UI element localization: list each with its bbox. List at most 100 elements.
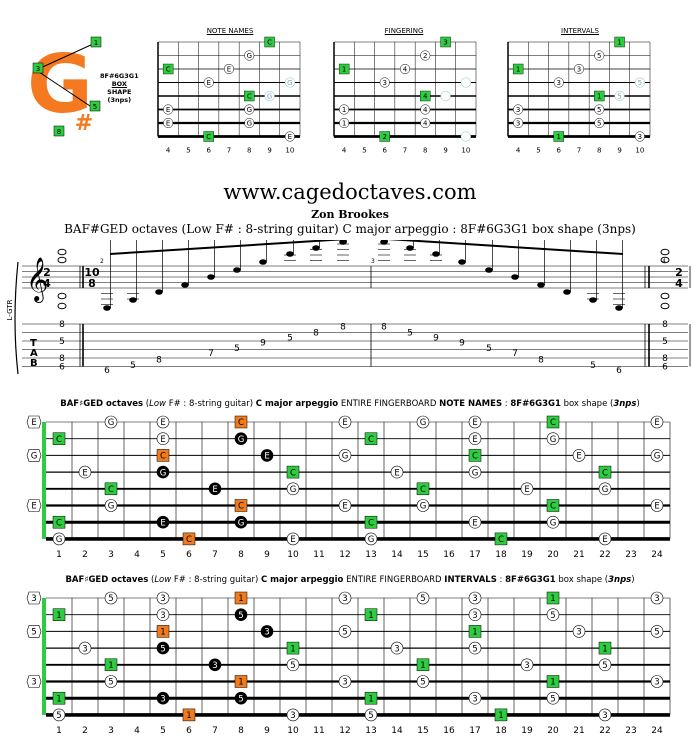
fret-marker-square (286, 641, 300, 655)
run-note (458, 259, 466, 265)
fret-marker-label: E (472, 435, 477, 445)
fret-marker-label: 5 (368, 711, 373, 721)
chord-end-note (660, 256, 670, 264)
tab-number: 5 (287, 334, 293, 344)
mini-root (338, 63, 350, 75)
fret-number: 21 (573, 726, 584, 736)
tab-clef-letter: B (30, 358, 38, 369)
fret-marker-label: 5 (550, 611, 555, 621)
time-sig-start-bottom: 4 (43, 277, 51, 290)
fret-marker-label: 1 (602, 644, 607, 654)
nut (42, 598, 46, 715)
fretboard-intervals: 1 2 3 4 5 6 7 8 9 10 11 12 13 14 15 16 17 18 19 20 21 22 23 243… (26, 591, 671, 736)
mini-diagram-intervals: 4 5 6 7 8 9 10 1 5 1 3 3 5 1 5 3 5 3 5 1 3 (507, 36, 651, 155)
fret-marker-open (572, 449, 586, 462)
fret-marker-label: C (602, 468, 608, 478)
mini-faded (440, 90, 451, 102)
fret-marker-open (468, 415, 482, 429)
fret-marker-open (78, 641, 92, 655)
fret-number: 11 (313, 726, 324, 736)
staff-label: L-GTR (6, 299, 14, 320)
fret-number: 6 (186, 550, 192, 560)
fret-marker-open (650, 415, 664, 429)
mini-fret-number: 5 (186, 147, 190, 155)
fret-number: 13 (365, 726, 376, 736)
mini-label: E (166, 120, 170, 128)
mini-root (614, 36, 625, 48)
mini-label: 1 (342, 66, 346, 74)
tab-number: 8 (313, 329, 319, 339)
fret-marker-black (156, 515, 170, 529)
fret-number: 9 (264, 550, 270, 560)
run-note (589, 297, 597, 303)
mini-root (553, 131, 564, 142)
fret-marker-label: 5 (108, 594, 113, 604)
mini-label: 3 (382, 79, 386, 87)
fret-marker-open (286, 532, 300, 546)
open-string-marker (26, 591, 42, 605)
fret-marker-open (598, 658, 612, 672)
fret-marker-open (156, 608, 170, 622)
logo-third-marker (32, 62, 44, 74)
fret-marker-open (416, 499, 430, 512)
svg-text:3: 3 (36, 65, 40, 73)
author: Zon Brookes (311, 208, 389, 221)
tab-number: 8 (59, 354, 65, 364)
fret-marker-label: C (186, 535, 192, 545)
fret-marker-open (104, 415, 118, 429)
fret-marker-label: G (654, 452, 661, 462)
mini-note (553, 77, 564, 88)
fret-marker-label: G (108, 502, 115, 512)
run-note (380, 240, 388, 245)
fret-marker-label: 1 (550, 594, 555, 604)
tab-number: 9 (459, 339, 465, 349)
fret-marker-label: 5 (238, 611, 243, 621)
fret-marker-label: 1 (550, 678, 555, 688)
fret-marker-label: E (602, 535, 607, 545)
mini-fret-number: 4 (342, 147, 347, 155)
fret-marker-square (364, 608, 378, 621)
fret-marker-black (260, 449, 274, 462)
fret-marker-label: 3 (472, 611, 477, 621)
fret-marker-black (208, 482, 222, 496)
fret-marker-label: 3 (290, 711, 295, 721)
logo-letter: G (27, 38, 93, 131)
time-sig-start-top: 2 (43, 266, 51, 279)
mini-label: 3 (443, 39, 447, 47)
fret-marker-label: C (550, 418, 556, 428)
fret-marker-open (338, 449, 352, 462)
fret-marker-open (468, 641, 482, 655)
fret-marker-open (546, 691, 560, 705)
mini-fret-number: 9 (267, 147, 271, 155)
site-url[interactable]: www.cagedoctaves.com (223, 180, 477, 204)
mini-label: 1 (597, 93, 601, 101)
mini-faded (460, 131, 471, 142)
mini-root (203, 131, 214, 142)
mini-label: 4 (423, 93, 428, 101)
fret-marker-open (468, 432, 482, 446)
fret-marker-label: 1 (472, 628, 477, 638)
mini-note (244, 50, 255, 61)
fret-marker-label: 5 (342, 628, 347, 638)
tab-number: 8 (662, 320, 668, 330)
time-sig-end-bottom: 4 (675, 277, 683, 290)
fret-marker-open (546, 515, 560, 529)
mini-label: G (287, 79, 292, 87)
fret-marker-label: G (160, 468, 167, 478)
fret-marker-label: C (108, 485, 114, 495)
fretboard-intervals-title: BAF♯GED octaves (Low F# : 8-string guita… (65, 575, 635, 585)
tab-number: 8 (340, 323, 346, 333)
fret-marker-label: E (654, 418, 659, 428)
fret-marker-square (468, 625, 482, 638)
fret-marker-open (338, 675, 352, 688)
fret-marker-open (572, 625, 586, 638)
fret-marker-open (546, 608, 560, 622)
run-note (615, 305, 623, 311)
tab-number: 9 (260, 339, 266, 349)
fret-marker-label: 3 (82, 644, 87, 654)
mini-label: 2 (382, 133, 386, 141)
fret-marker-square (494, 708, 508, 722)
fret-marker-open (338, 625, 352, 638)
mini-note (163, 104, 174, 115)
fret-marker-open (598, 708, 612, 722)
